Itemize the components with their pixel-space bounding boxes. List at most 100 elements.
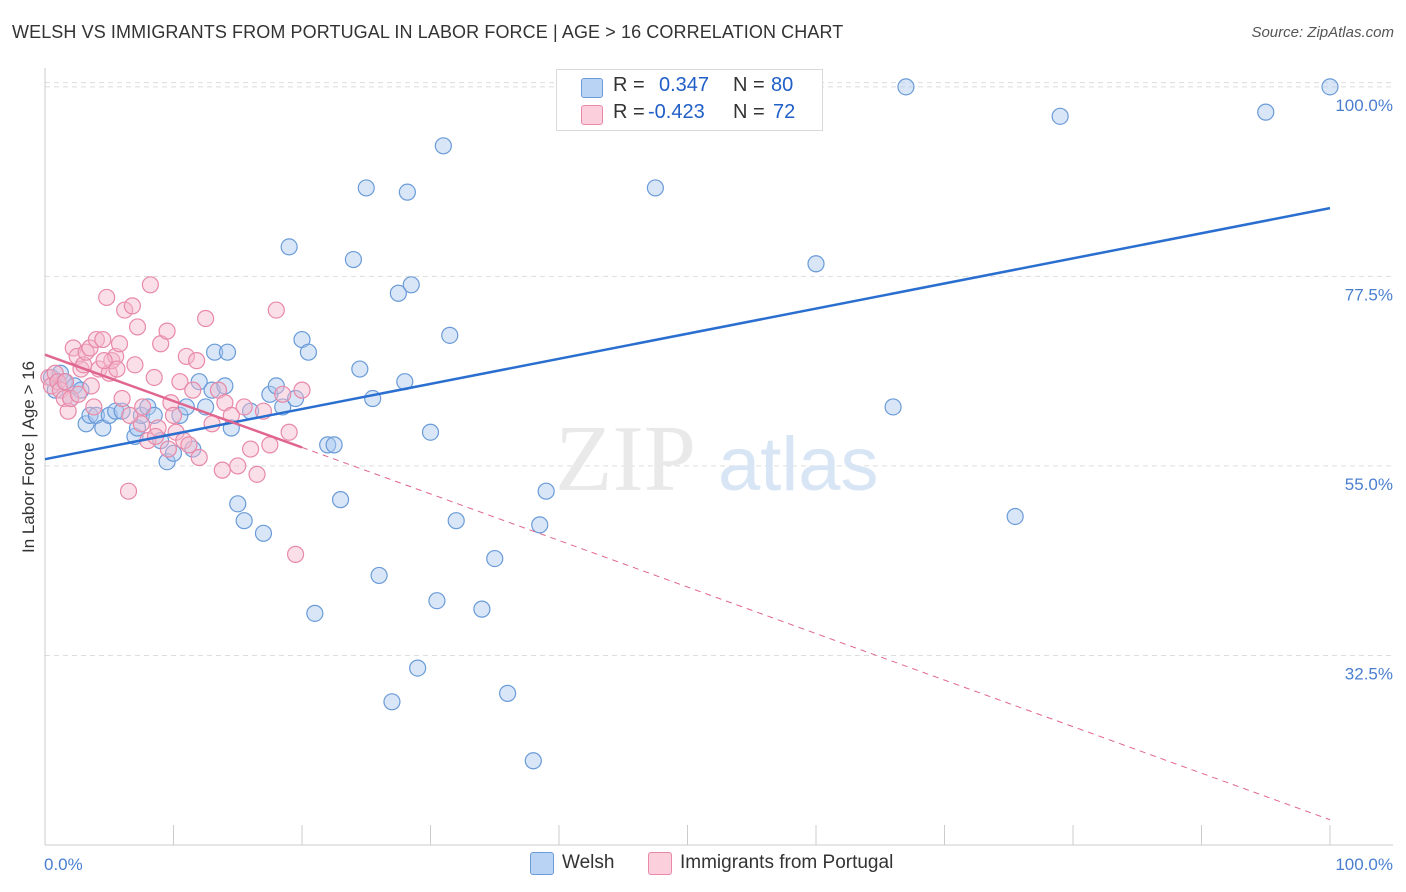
welsh-point [473,600,491,618]
portugal-point [184,381,202,399]
x-tick-label-max: 100.0% [1335,855,1393,874]
welsh-point [428,592,446,610]
portugal-point [180,436,198,454]
portugal-point [171,373,189,391]
welsh-point [531,516,549,534]
portugal-point [242,440,260,458]
portugal-point [261,436,279,454]
bottom-portugal-swatch [648,852,672,875]
x-tick-label-min: 0.0% [44,855,83,874]
welsh-point [370,566,388,585]
welsh-point [537,482,555,500]
trend-layer [44,206,1331,821]
correlation-legend: R = 0.347 N = 80 R = -0.423 N = 72 [556,69,823,131]
welsh-point [145,406,163,424]
welsh-point [319,436,337,454]
welsh-point [409,659,427,677]
welsh-point [383,693,401,711]
chart-title: WELSH VS IMMIGRANTS FROM PORTUGAL IN LAB… [12,22,844,42]
portugal-point [108,360,126,378]
welsh-point [524,752,542,770]
y-tick-label: 100.0% [1335,96,1393,115]
welsh-point [235,512,253,530]
welsh-point [499,684,517,702]
portugal-swatch [581,105,603,125]
bottom-welsh-swatch [530,852,554,875]
portugal-point [98,288,116,307]
welsh-trend-line [44,206,1331,461]
portugal-point [110,335,129,353]
axis-layer: 32.5% 55.0% 77.5% 100.0% [44,68,1393,846]
portugal-point [280,423,298,441]
portugal-point [274,385,292,403]
y-tick-label: 32.5% [1345,664,1393,683]
portugal-point [267,301,285,319]
welsh-point [441,326,459,344]
welsh-point [1257,103,1275,121]
portugal-point [64,339,82,357]
portugal-point [188,352,206,370]
welsh-point [254,524,273,542]
portugal-point [59,402,77,420]
portugal-point [82,377,100,395]
welsh-r-label: R = [613,74,645,96]
welsh-point [357,179,375,197]
portugal-point [164,406,183,424]
welsh-point [389,284,407,302]
portugal-point [197,309,215,328]
portugal-n-value: 72 [773,101,796,123]
portugal-r-label: R = [613,101,645,123]
welsh-point [229,495,247,513]
portugal-points [40,276,311,563]
welsh-point [280,238,298,256]
bottom-welsh-label: Welsh [562,852,615,873]
portugal-point [159,440,177,458]
y-tick-label: 77.5% [1345,285,1393,304]
portugal-point [141,276,159,294]
portugal-trend-line [44,353,303,449]
portugal-point [293,381,311,399]
portugal-point [121,406,139,424]
welsh-point [486,549,504,568]
portugal-point [87,330,106,349]
welsh-n-value: 80 [771,74,794,96]
welsh-point [218,343,237,361]
portugal-r-value: -0.423 [648,101,705,123]
portugal-point [95,352,113,370]
portugal-point [158,322,176,340]
portugal-point [119,482,138,500]
portugal-point [134,398,152,416]
welsh-points [42,78,1339,770]
portugal-point [235,398,253,416]
portugal-point [213,461,231,479]
portugal-point [123,297,141,315]
welsh-point [807,255,825,273]
welsh-point [897,78,915,96]
portugal-point [94,330,112,349]
portugal-point [113,389,131,408]
welsh-point [421,423,440,441]
source-credit: Source: ZipAtlas.com [1251,24,1394,41]
welsh-point [206,343,224,361]
y-axis-title: In Labor Force | Age > 16 [19,361,38,553]
welsh-point [646,179,664,197]
welsh-point [203,381,221,399]
welsh-point [398,183,416,201]
watermark-zip: ZIP [555,407,696,511]
welsh-point [306,604,324,622]
welsh-point [884,398,902,416]
welsh-point [1051,107,1069,125]
welsh-point [351,360,369,378]
welsh-point [1321,78,1339,96]
portugal-point [69,385,88,403]
portugal-point [190,448,208,467]
welsh-point [434,137,452,155]
welsh-point [81,406,99,424]
welsh-point [447,512,465,530]
legend-row-welsh: R = 0.347 N = 80 [557,74,822,100]
welsh-n-label: N = [733,74,765,96]
welsh-point [402,276,420,294]
portugal-point [286,545,305,563]
portugal-point [128,318,147,336]
